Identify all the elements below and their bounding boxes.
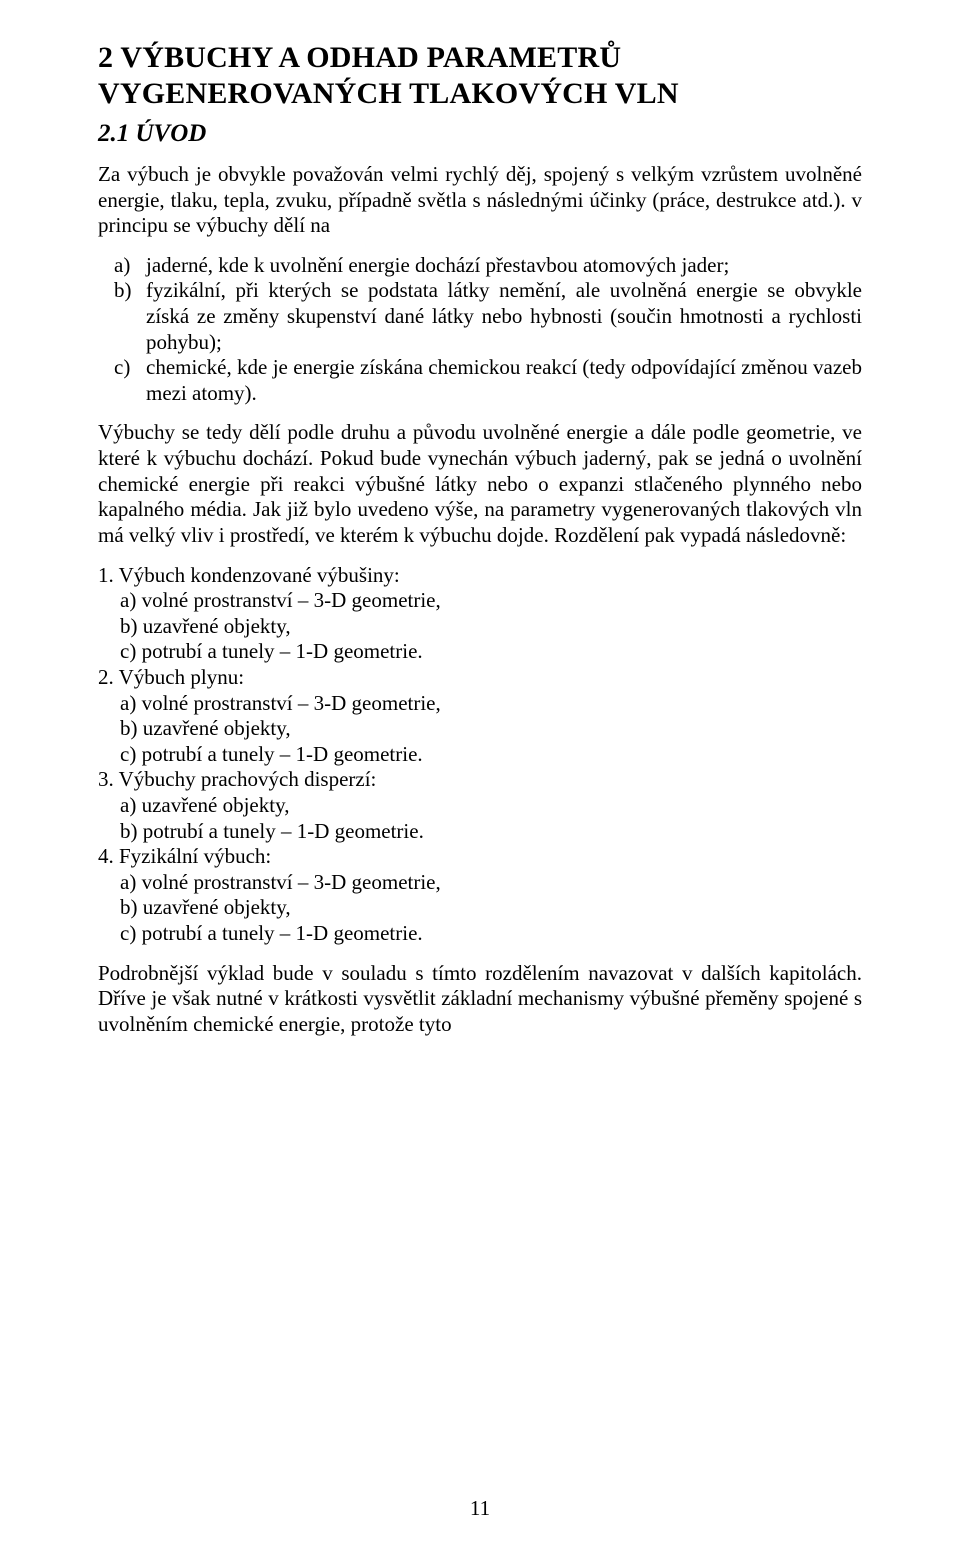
list-item: b) fyzikální, při kterých se podstata lá… bbox=[98, 278, 862, 355]
list-text: chemické, kde je energie získána chemick… bbox=[146, 355, 862, 406]
outline-item: c) potrubí a tunely – 1-D geometrie. bbox=[98, 639, 862, 665]
outline-item: c) potrubí a tunely – 1-D geometrie. bbox=[98, 742, 862, 768]
list-marker: c) bbox=[98, 355, 146, 406]
outline-item: a) uzavřené objekty, bbox=[98, 793, 862, 819]
outline-head: 1. Výbuch kondenzované výbušiny: bbox=[98, 563, 862, 589]
document-page: 2 VÝBUCHY A ODHAD PARAMETRŮ VYGENEROVANÝ… bbox=[0, 0, 960, 1551]
page-number: 11 bbox=[0, 1496, 960, 1521]
outline-item: a) volné prostranství – 3-D geometrie, bbox=[98, 691, 862, 717]
list-item: a) jaderné, kde k uvolnění energie dochá… bbox=[98, 253, 862, 279]
outline-list: 1. Výbuch kondenzované výbušiny: a) voln… bbox=[98, 563, 862, 947]
outline-item: c) potrubí a tunely – 1-D geometrie. bbox=[98, 921, 862, 947]
outline-head: 2. Výbuch plynu: bbox=[98, 665, 862, 691]
outline-item: b) potrubí a tunely – 1-D geometrie. bbox=[98, 819, 862, 845]
outline-head: 4. Fyzikální výbuch: bbox=[98, 844, 862, 870]
outline-item: a) volné prostranství – 3-D geometrie, bbox=[98, 870, 862, 896]
outline-head: 3. Výbuchy prachových disperzí: bbox=[98, 767, 862, 793]
list-text: jaderné, kde k uvolnění energie dochází … bbox=[146, 253, 862, 279]
list-marker: a) bbox=[98, 253, 146, 279]
list-marker: b) bbox=[98, 278, 146, 355]
list-item: c) chemické, kde je energie získána chem… bbox=[98, 355, 862, 406]
title-line2: VYGENEROVANÝCH TLAKOVÝCH VLN bbox=[98, 77, 679, 110]
outline-item: b) uzavřené objekty, bbox=[98, 716, 862, 742]
list-text: fyzikální, při kterých se podstata látky… bbox=[146, 278, 862, 355]
intro-paragraph: Za výbuch je obvykle považován velmi ryc… bbox=[98, 162, 862, 239]
outline-item: b) uzavřené objekty, bbox=[98, 895, 862, 921]
body-paragraph: Výbuchy se tedy dělí podle druhu a původ… bbox=[98, 420, 862, 548]
principle-list: a) jaderné, kde k uvolnění energie dochá… bbox=[98, 253, 862, 407]
outline-item: a) volné prostranství – 3-D geometrie, bbox=[98, 588, 862, 614]
outline-item: b) uzavřené objekty, bbox=[98, 614, 862, 640]
section-title: 2.1 ÚVOD bbox=[98, 120, 862, 148]
closing-paragraph: Podrobnější výklad bude v souladu s tímt… bbox=[98, 961, 862, 1038]
chapter-title: 2 VÝBUCHY A ODHAD PARAMETRŮ VYGENEROVANÝ… bbox=[98, 40, 862, 112]
title-line1: 2 VÝBUCHY A ODHAD PARAMETRŮ bbox=[98, 41, 621, 74]
